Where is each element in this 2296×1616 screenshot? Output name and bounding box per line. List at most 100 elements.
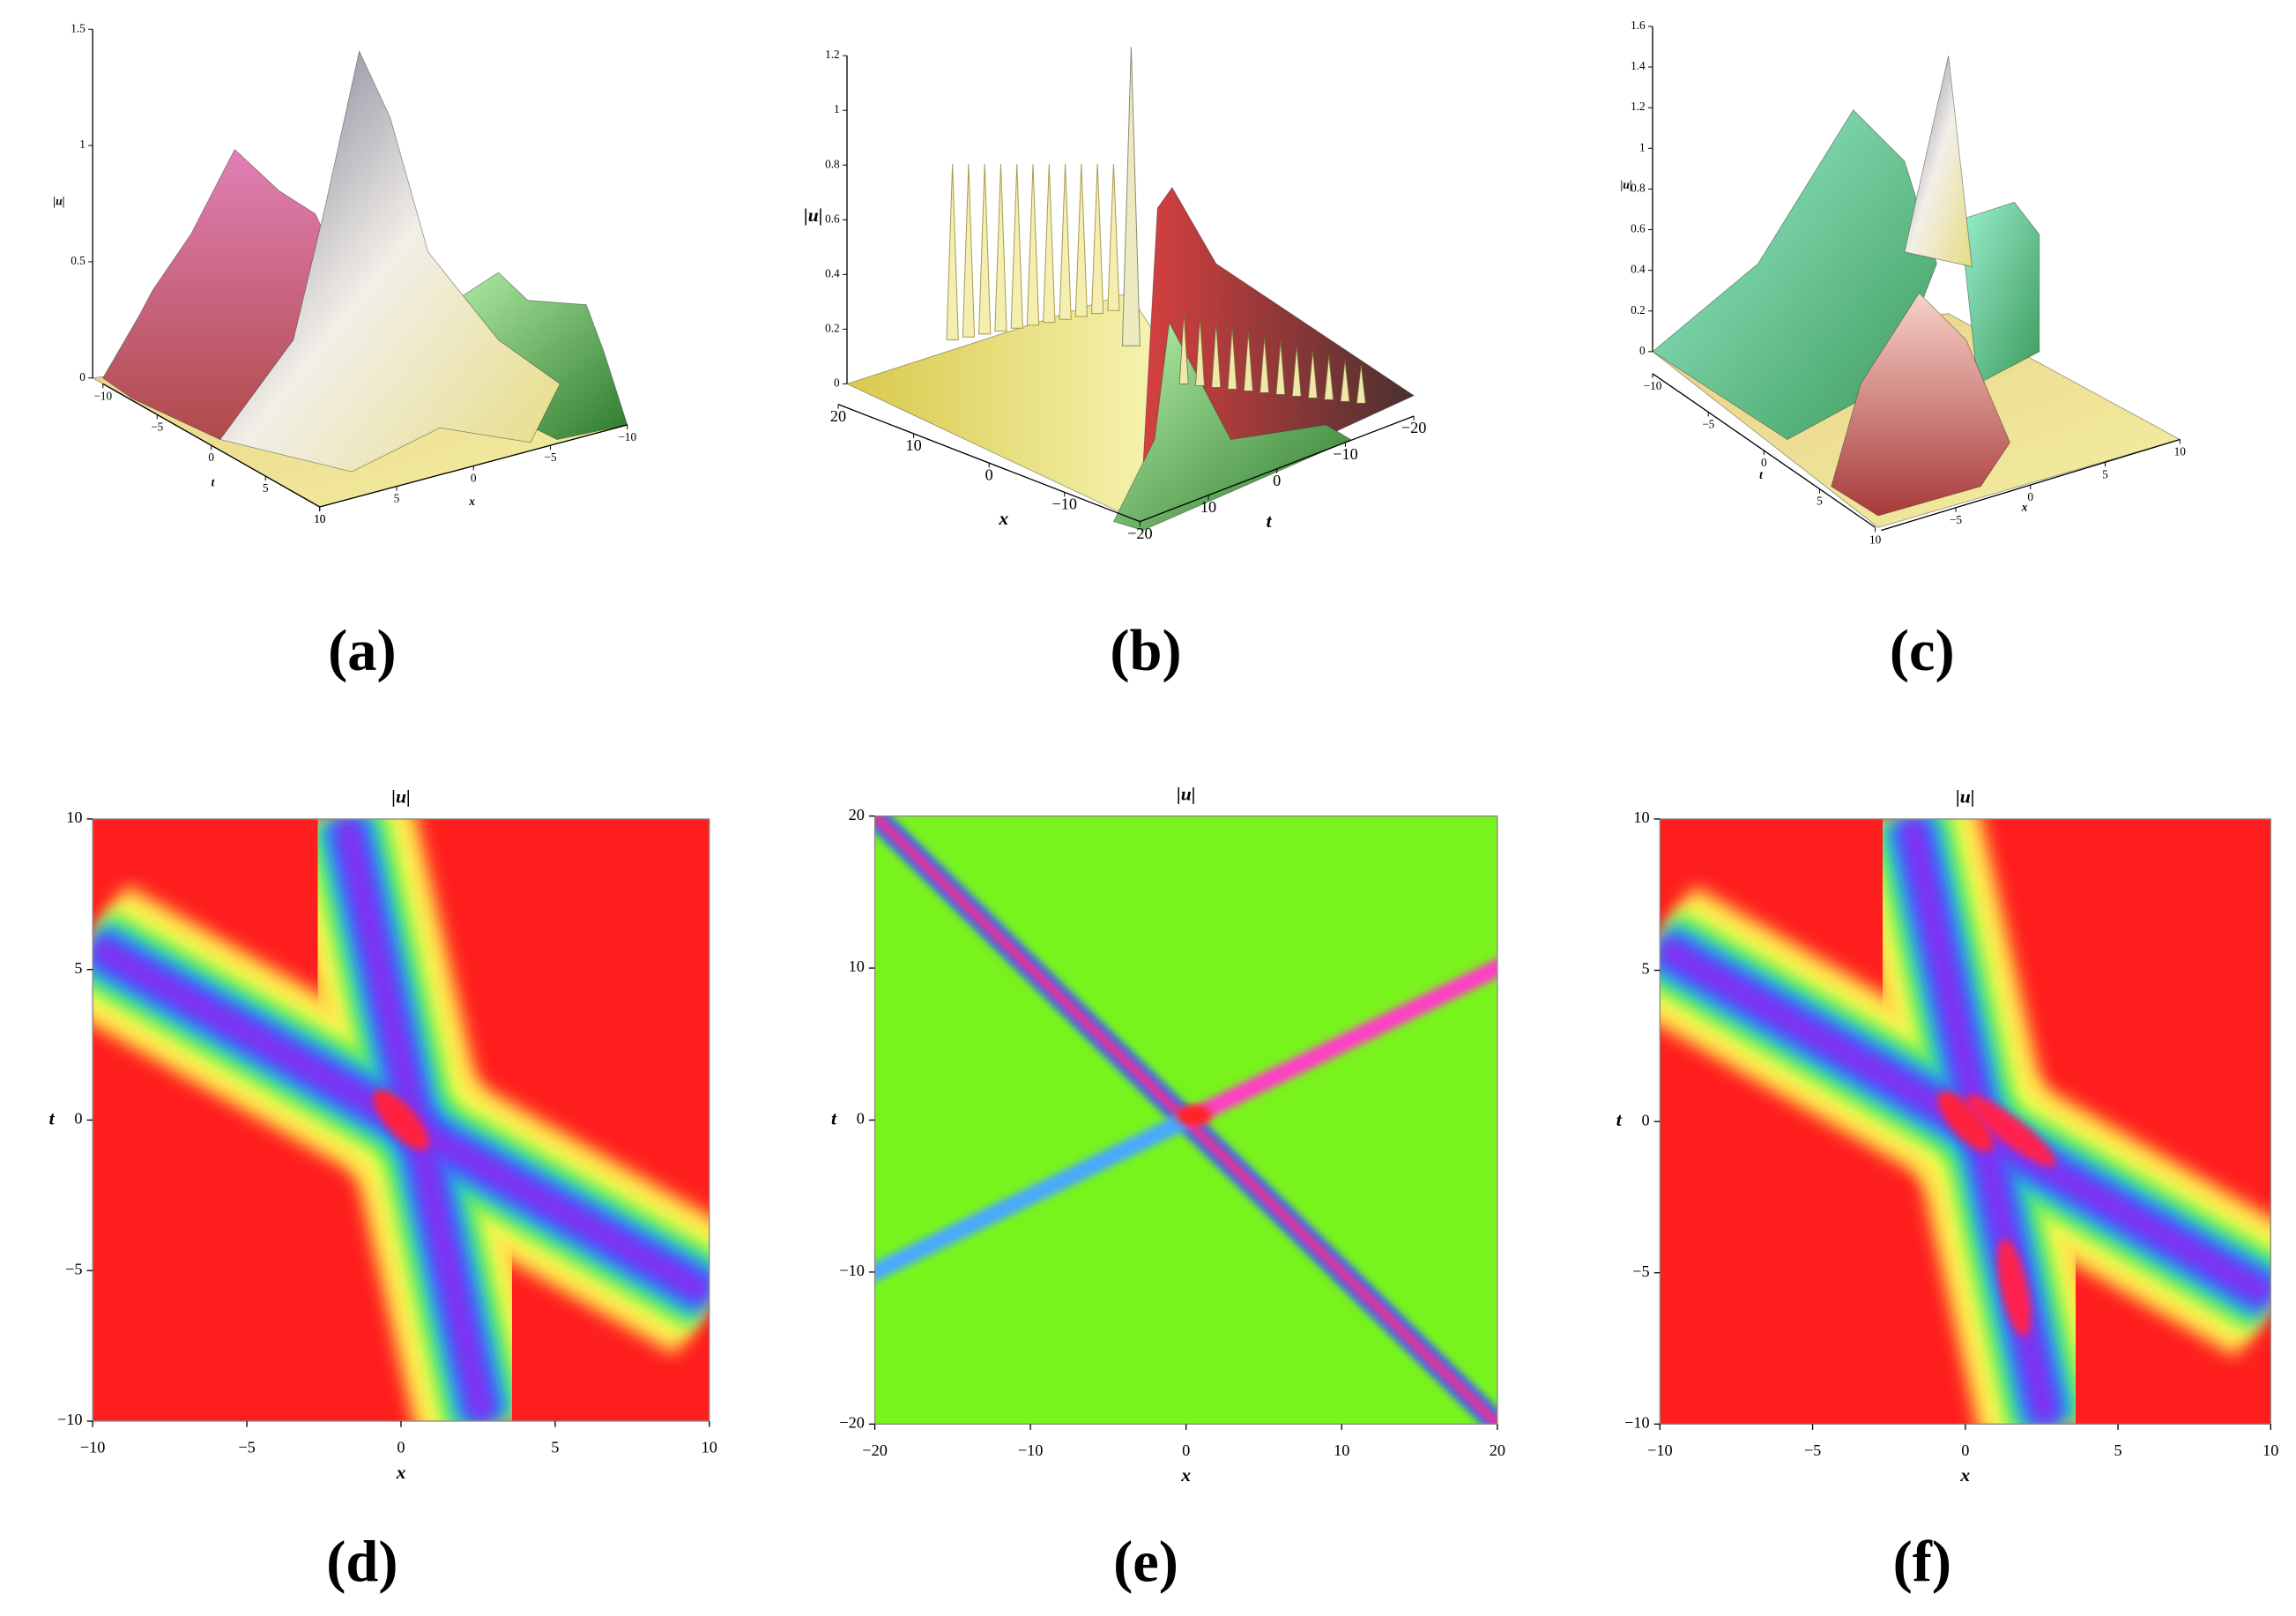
- x-tick-label: 5: [2102, 467, 2108, 480]
- y-axis-label: t: [1616, 1109, 1623, 1130]
- x-tick-label: −10: [1647, 1441, 1673, 1459]
- x-tick-label: 0: [471, 471, 477, 484]
- z-axis-label: |u|: [53, 194, 64, 207]
- panel-label: (f): [1893, 1530, 1951, 1594]
- x-tick-label: 10: [702, 1439, 717, 1456]
- surface-patch: [219, 49, 561, 473]
- z-tick-label: 0.5: [71, 254, 85, 267]
- x-tick-label: 10: [1334, 1441, 1349, 1459]
- x-axis-label: x: [2021, 501, 2028, 514]
- y-axis-label: t: [49, 1107, 56, 1128]
- surface-spike: [1211, 323, 1222, 388]
- y-tick-label: −10: [1644, 379, 1662, 392]
- y-tick-label: 0: [1761, 456, 1767, 469]
- density-peak: [373, 1090, 429, 1151]
- x-tick-label: −5: [238, 1439, 255, 1456]
- panel-label: (e): [1113, 1530, 1178, 1594]
- x-tick-label: −5: [544, 451, 556, 464]
- chart-title: |u|: [391, 786, 411, 808]
- y-tick-label: 10: [1633, 808, 1649, 826]
- surface-spike: [1059, 164, 1072, 320]
- y-tick-label: −10: [57, 1411, 83, 1428]
- z-tick-label: 1.6: [1631, 19, 1646, 32]
- z-tick-label: 0.4: [825, 266, 840, 279]
- x-tick-label: 20: [830, 407, 846, 425]
- y-tick-label: 10: [849, 957, 865, 975]
- y-tick-label: −10: [1333, 445, 1358, 463]
- x-axis-label: x: [1959, 1464, 1970, 1486]
- z-tick-label: 0.6: [1631, 222, 1646, 235]
- y-tick-label: 0: [74, 1110, 82, 1128]
- density-plot: [1660, 818, 2271, 1425]
- y-tick-label: 0: [1273, 472, 1281, 489]
- surface-spike: [1356, 365, 1366, 404]
- density-band: [1182, 957, 1497, 1128]
- chart-title: |u|: [1177, 783, 1196, 804]
- y-tick-label: −5: [151, 420, 163, 433]
- x-tick-label: 10: [905, 436, 921, 454]
- y-tick-label: 10: [1200, 498, 1216, 516]
- y-tick-label: 0: [857, 1110, 865, 1128]
- surface-spike: [1308, 351, 1318, 398]
- z-tick-label: 1.4: [1631, 59, 1646, 72]
- surface-spike: [1121, 47, 1141, 346]
- surface-spike: [1195, 317, 1205, 386]
- z-tick-label: 1: [834, 102, 840, 115]
- x-tick-label: −10: [1018, 1441, 1044, 1459]
- z-tick-label: 0.6: [825, 212, 840, 225]
- z-tick-label: 0.8: [825, 157, 840, 170]
- y-tick-label: −10: [839, 1262, 865, 1279]
- y-tick-label: −5: [1702, 417, 1714, 430]
- z-tick-label: 1.2: [825, 48, 840, 61]
- x-tick-label: −20: [1127, 525, 1153, 542]
- panel-label: (a): [328, 619, 397, 683]
- y-tick-label: 0: [208, 451, 214, 464]
- surface-spike: [1243, 331, 1253, 391]
- y-axis-label: t: [1759, 468, 1764, 481]
- z-tick-label: 1: [79, 138, 85, 151]
- x-tick-label: −20: [862, 1441, 888, 1459]
- x-tick-label: −5: [1950, 513, 1962, 526]
- y-tick-label: 0: [1642, 1111, 1650, 1128]
- density-plot: [93, 818, 710, 1421]
- x-axis-label: x: [998, 508, 1008, 529]
- surface-patch: [1904, 56, 1973, 267]
- x-axis-label: x: [396, 1462, 406, 1483]
- surface-spike: [1340, 360, 1350, 402]
- density-peak: [1937, 1091, 1994, 1152]
- x-tick-label: 0: [1182, 1441, 1190, 1459]
- y-tick-label: −20: [839, 1413, 865, 1431]
- panel-label: (b): [1110, 619, 1181, 683]
- y-tick-label: 5: [74, 959, 82, 977]
- surface: [91, 49, 628, 508]
- surface-patch: [1831, 292, 2010, 517]
- surface-spike: [1010, 164, 1023, 329]
- z-axis-label: |u|: [1620, 178, 1631, 191]
- x-tick-label: 10: [2174, 445, 2187, 458]
- panel-label: (c): [1890, 619, 1955, 683]
- y-tick-label: 10: [66, 808, 82, 826]
- y-axis: [1140, 415, 1415, 523]
- z-tick-label: 0.2: [1631, 303, 1646, 316]
- x-tick-label: 0: [1961, 1441, 1969, 1459]
- x-tick-label: −5: [1804, 1441, 1821, 1459]
- density-peak: [1176, 1105, 1212, 1126]
- y-tick-label: −20: [1401, 419, 1427, 436]
- surface-spike: [1259, 337, 1270, 393]
- surface-spike: [1091, 164, 1104, 315]
- z-tick-label: 1: [1639, 140, 1646, 153]
- y-tick-label: 5: [1642, 960, 1650, 978]
- surface-patch: [1959, 201, 2040, 385]
- z-tick-label: 0.4: [1631, 263, 1646, 276]
- surface-spike: [1227, 327, 1237, 390]
- z-tick-label: 0: [834, 376, 840, 389]
- surface-spike: [1074, 164, 1089, 317]
- z-tick-label: 1.2: [1631, 100, 1646, 113]
- y-tick-label: −5: [65, 1260, 82, 1277]
- z-tick-label: 0.2: [825, 321, 840, 334]
- x-tick-label: 0: [985, 465, 993, 483]
- y-tick-label: 20: [849, 806, 865, 823]
- surface-spike: [962, 164, 976, 338]
- y-tick-label: 5: [263, 481, 269, 495]
